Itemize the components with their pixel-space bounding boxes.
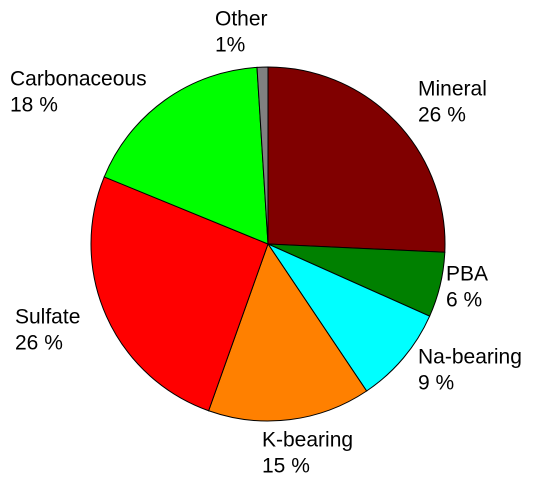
slice-value-label: 26 % — [418, 104, 466, 127]
slice-value-label: 26 % — [15, 332, 63, 355]
pie-slice — [266, 242, 431, 392]
slice-label: Na-bearing — [418, 346, 522, 369]
slice-label: PBA — [446, 263, 488, 286]
slice-value-label: 9 % — [418, 372, 454, 395]
slice-label: Mineral — [418, 78, 487, 101]
pie-slice — [267, 66, 446, 253]
slice-label: K-bearing — [262, 429, 353, 452]
pie-slice — [103, 66, 269, 245]
pie-slice — [90, 176, 269, 412]
slice-value-label: 6 % — [446, 289, 482, 312]
slice-label: Carbonaceous — [10, 68, 147, 91]
slice-value-label: 1% — [215, 34, 245, 57]
slice-value-label: 18 % — [10, 94, 58, 117]
pie-slice — [207, 242, 368, 422]
slice-value-label: 15 % — [262, 455, 310, 478]
pie-slice — [256, 66, 269, 245]
slice-label: Other — [215, 8, 268, 31]
slice-label: Sulfate — [15, 306, 80, 329]
